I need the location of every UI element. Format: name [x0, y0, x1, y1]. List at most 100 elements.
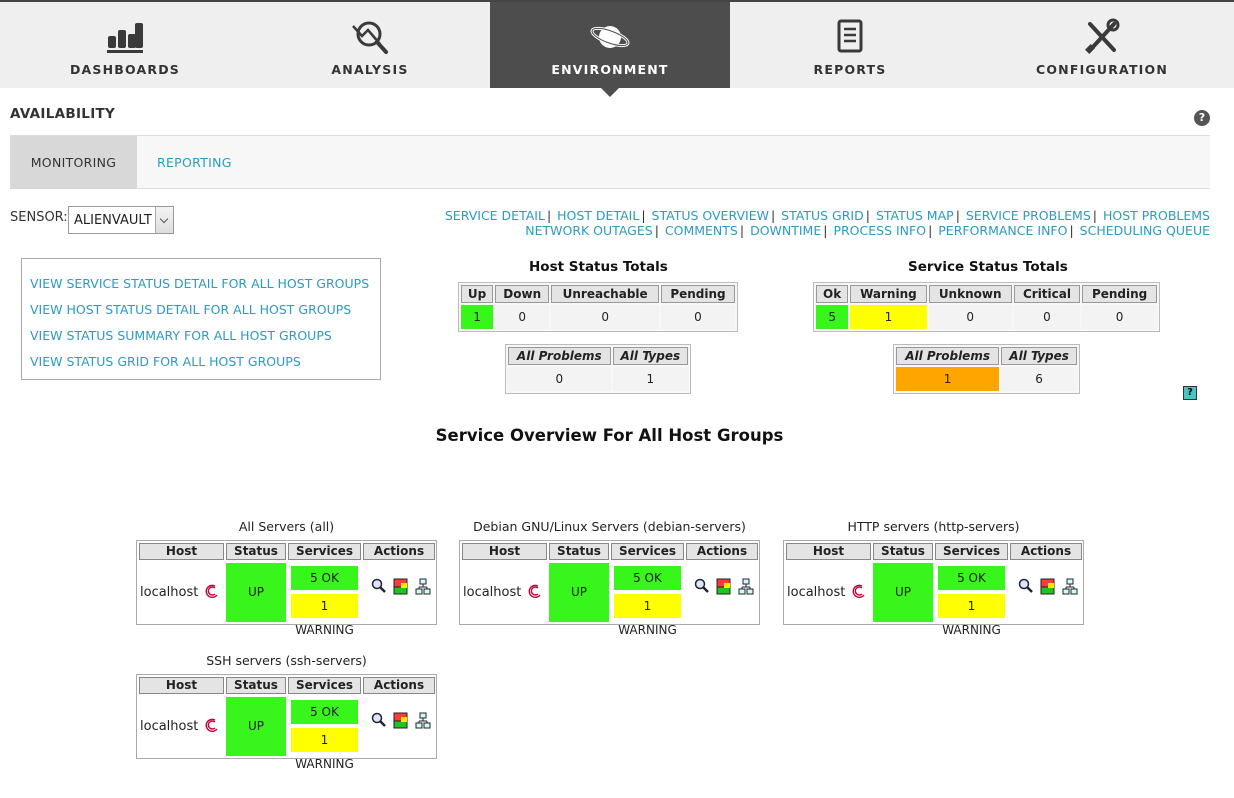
header-warning[interactable]: Warning: [850, 285, 927, 303]
status-detail-icon[interactable]: [716, 578, 732, 595]
service-ok-count[interactable]: 5: [816, 305, 849, 329]
link-host-problems[interactable]: HOST PROBLEMS: [1102, 208, 1210, 223]
services-warning[interactable]: 1 WARNING: [291, 728, 358, 771]
search-icon[interactable]: [694, 578, 710, 595]
link-host-detail[interactable]: HOST DETAIL: [557, 208, 640, 223]
nav-tab-analysis[interactable]: ANALYSIS: [250, 0, 490, 88]
host-link[interactable]: localhost: [463, 585, 522, 600]
host-group-title[interactable]: All Servers (all): [238, 519, 335, 534]
service-critical-count: 0: [1013, 305, 1081, 329]
divider: [10, 135, 1210, 136]
services-ok[interactable]: 5 OK: [614, 566, 681, 590]
services-ok[interactable]: 5 OK: [291, 566, 358, 590]
services-warning[interactable]: 1 WARNING: [614, 594, 681, 637]
services-ok[interactable]: 5 OK: [291, 700, 358, 724]
host-status-up[interactable]: UP: [226, 697, 286, 756]
link-status-summary-all[interactable]: VIEW STATUS SUMMARY FOR ALL HOST GROUPS: [30, 328, 332, 343]
service-warning-count[interactable]: 1: [850, 305, 927, 329]
header-pending[interactable]: Pending: [1082, 285, 1157, 303]
service-problems-summary-table: All Problems All Types 1 6: [893, 344, 1080, 394]
link-service-problems[interactable]: SERVICE PROBLEMS: [965, 208, 1091, 223]
help-icon[interactable]: ?: [1194, 110, 1210, 126]
services-warning[interactable]: 1 WARNING: [938, 594, 1005, 637]
service-all-problems-count[interactable]: 1: [896, 367, 1000, 391]
nav-tab-dashboards[interactable]: DASHBOARDS: [0, 0, 250, 88]
col-actions: Actions: [363, 543, 435, 560]
link-status-map[interactable]: STATUS MAP: [875, 208, 954, 223]
col-services: Services: [288, 543, 361, 560]
link-comments[interactable]: COMMENTS: [664, 222, 738, 238]
page-title: AVAILABILITY: [10, 106, 116, 122]
nav-tab-reports[interactable]: REPORTS: [730, 0, 970, 88]
host-group-title[interactable]: SSH servers (ssh-servers): [206, 653, 367, 668]
header-all-types[interactable]: All Types: [1001, 347, 1077, 365]
nav-tab-label: CONFIGURATION: [1035, 62, 1169, 77]
tab-monitoring[interactable]: MONITORING: [10, 136, 137, 189]
nav-tab-configuration[interactable]: CONFIGURATION: [970, 0, 1234, 88]
header-critical[interactable]: Critical: [1013, 285, 1081, 303]
status-detail-icon[interactable]: [1040, 578, 1056, 595]
nav-tab-environment[interactable]: ENVIRONMENT: [490, 0, 730, 88]
search-icon[interactable]: [1018, 578, 1034, 595]
status-map-icon[interactable]: [415, 712, 431, 729]
col-host: Host: [462, 543, 547, 560]
search-icon[interactable]: [371, 578, 387, 595]
host-group-http-servers: Host Status Services Actions localhost U…: [783, 540, 1084, 637]
host-status-up[interactable]: UP: [549, 563, 609, 622]
header-unreachable[interactable]: Unreachable: [551, 285, 659, 303]
header-all-problems[interactable]: All Problems: [508, 347, 611, 365]
host-group-ssh-servers: Host Status Services Actions localhost U…: [136, 674, 437, 771]
services-warning[interactable]: 1 WARNING: [291, 594, 358, 637]
service-overview-title: Service Overview For All Host Groups: [435, 426, 784, 445]
service-pending-count: 0: [1082, 305, 1157, 329]
status-detail-icon[interactable]: [393, 578, 409, 595]
header-down[interactable]: Down: [495, 285, 550, 303]
sensor-select[interactable]: ALIENVAULT: [68, 206, 174, 234]
search-icon[interactable]: [371, 712, 387, 729]
link-performance-info[interactable]: PERFORMANCE INFO: [938, 222, 1068, 238]
link-service-detail[interactable]: SERVICE DETAIL: [444, 208, 545, 223]
header-all-problems[interactable]: All Problems: [896, 347, 1000, 365]
link-status-overview[interactable]: STATUS OVERVIEW: [651, 208, 769, 223]
link-host-status-detail-all[interactable]: VIEW HOST STATUS DETAIL FOR ALL HOST GRO…: [30, 302, 352, 317]
link-process-info[interactable]: PROCESS INFO: [833, 222, 927, 238]
host-group-title[interactable]: HTTP servers (http-servers): [847, 519, 1020, 534]
col-actions: Actions: [686, 543, 758, 560]
status-map-icon[interactable]: [738, 578, 754, 595]
service-status-totals-title: Service Status Totals: [908, 259, 1068, 275]
host-link[interactable]: localhost: [787, 585, 846, 600]
services-ok[interactable]: 5 OK: [938, 566, 1005, 590]
col-services: Services: [935, 543, 1008, 560]
link-status-grid-all[interactable]: VIEW STATUS GRID FOR ALL HOST GROUPS: [30, 354, 301, 369]
link-scheduling-queue[interactable]: SCHEDULING QUEUE: [1079, 222, 1210, 238]
sensor-select-value: ALIENVAULT: [74, 213, 152, 228]
link-downtime[interactable]: DOWNTIME: [750, 222, 822, 238]
link-network-outages[interactable]: NETWORK OUTAGES: [525, 222, 653, 238]
sensor-label: SENSOR:: [10, 210, 68, 225]
host-status-up[interactable]: UP: [873, 563, 933, 622]
host-link[interactable]: localhost: [140, 719, 199, 734]
header-up[interactable]: Up: [461, 285, 494, 303]
chevron-down-icon[interactable]: [155, 207, 173, 233]
link-service-status-detail-all[interactable]: VIEW SERVICE STATUS DETAIL FOR ALL HOST …: [30, 276, 370, 291]
header-unknown[interactable]: Unknown: [928, 285, 1012, 303]
debian-logo-icon: [205, 718, 218, 733]
service-status-totals-table: Ok Warning Unknown Critical Pending 5 1 …: [813, 282, 1160, 332]
link-status-grid[interactable]: STATUS GRID: [781, 208, 864, 223]
col-actions: Actions: [363, 677, 435, 694]
header-pending[interactable]: Pending: [660, 285, 735, 303]
status-detail-icon[interactable]: [393, 712, 409, 729]
host-link[interactable]: localhost: [140, 585, 199, 600]
col-host: Host: [139, 677, 224, 694]
host-group-title[interactable]: Debian GNU/Linux Servers (debian-servers…: [473, 519, 746, 534]
host-status-up[interactable]: UP: [226, 563, 286, 622]
host-up-count[interactable]: 1: [461, 305, 494, 329]
debian-logo-icon: [205, 584, 218, 599]
status-map-icon[interactable]: [1062, 578, 1078, 595]
help-icon[interactable]: ?: [1183, 386, 1197, 400]
nav-tab-label: ENVIRONMENT: [551, 62, 669, 77]
header-ok[interactable]: Ok: [816, 285, 849, 303]
header-all-types[interactable]: All Types: [612, 347, 688, 365]
status-map-icon[interactable]: [415, 578, 431, 595]
tab-reporting[interactable]: REPORTING: [157, 155, 232, 170]
